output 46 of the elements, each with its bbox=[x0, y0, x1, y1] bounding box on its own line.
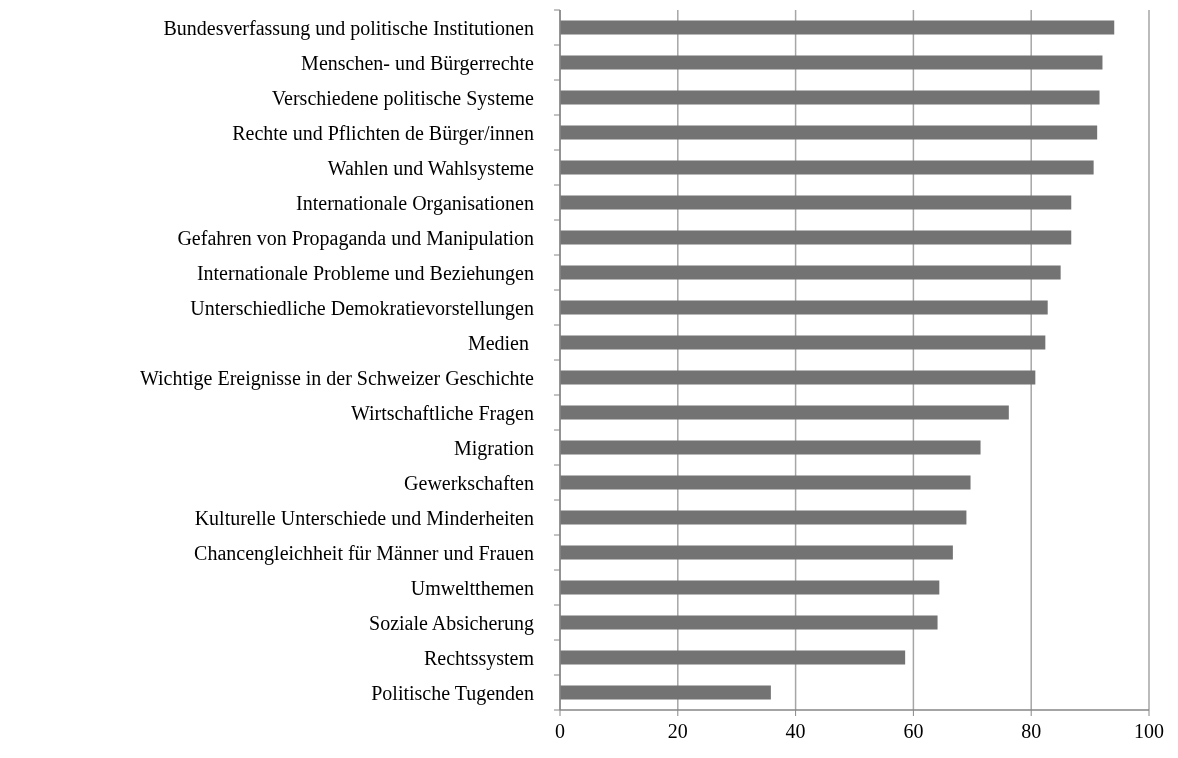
y-tick-label: Rechtssystem bbox=[424, 646, 535, 670]
y-tick-label: Unterschiedliche Demokratievorstellungen bbox=[190, 296, 534, 320]
bar bbox=[560, 195, 1072, 210]
y-tick-label: Wahlen und Wahlsysteme bbox=[327, 156, 535, 180]
x-tick-label: 60 bbox=[903, 720, 924, 742]
y-tick-label: Umweltthemen bbox=[410, 576, 534, 599]
y-tick-label: Medien bbox=[467, 331, 534, 354]
y-tick-label: Internationale Organisationen bbox=[296, 191, 534, 215]
y-tick-label: Rechte und Pflichten de Bürger/innen bbox=[232, 121, 534, 145]
bar bbox=[560, 405, 1009, 420]
x-tick-label: 80 bbox=[1021, 720, 1042, 742]
bar bbox=[560, 125, 1098, 140]
bar bbox=[560, 335, 1046, 350]
bar bbox=[560, 265, 1061, 280]
bar bbox=[560, 440, 981, 455]
x-tick-label: 40 bbox=[785, 720, 806, 742]
bar bbox=[560, 580, 940, 595]
y-tick-label: Gewerkschaften bbox=[404, 471, 534, 494]
y-tick-label: Menschen- und Bürgerrechte bbox=[301, 51, 535, 75]
y-tick-label: Soziale Absicherung bbox=[369, 611, 534, 635]
bar bbox=[560, 685, 771, 700]
bar bbox=[560, 650, 906, 665]
bar bbox=[560, 55, 1103, 70]
y-tick-label: Bundesverfassung und politische Institutionen bbox=[163, 16, 534, 40]
y-tick-label: Migration bbox=[454, 436, 534, 460]
y-tick-label: Internationale Probleme und Beziehungen bbox=[196, 261, 534, 285]
bar bbox=[560, 90, 1100, 105]
bar bbox=[560, 160, 1094, 175]
bar bbox=[560, 370, 1036, 385]
y-tick-label: Chancengleichheit für Männer und Frauen bbox=[194, 541, 534, 565]
y-tick-label: Wirtschaftliche Fragen bbox=[350, 401, 534, 425]
bar bbox=[560, 545, 953, 560]
x-tick-label: 0 bbox=[555, 720, 565, 742]
y-tick-label: Wichtige Ereignisse in der Schweizer Geschichte bbox=[139, 366, 535, 390]
bar bbox=[560, 510, 967, 525]
bar bbox=[560, 475, 971, 490]
x-tick-label: 100 bbox=[1134, 720, 1164, 742]
y-tick-label: Gefahren von Propaganda und Manipulation bbox=[177, 226, 534, 250]
y-tick-label: Politische Tugenden bbox=[371, 681, 534, 705]
bar bbox=[560, 300, 1048, 315]
bar bbox=[560, 230, 1072, 245]
x-tick-label: 20 bbox=[667, 720, 688, 742]
y-tick-label: Verschiedene politische Systeme bbox=[271, 86, 535, 110]
bar bbox=[560, 20, 1115, 35]
y-tick-label: Kulturelle Unterschiede und Minderheiten bbox=[194, 506, 534, 529]
bar bbox=[560, 615, 938, 630]
